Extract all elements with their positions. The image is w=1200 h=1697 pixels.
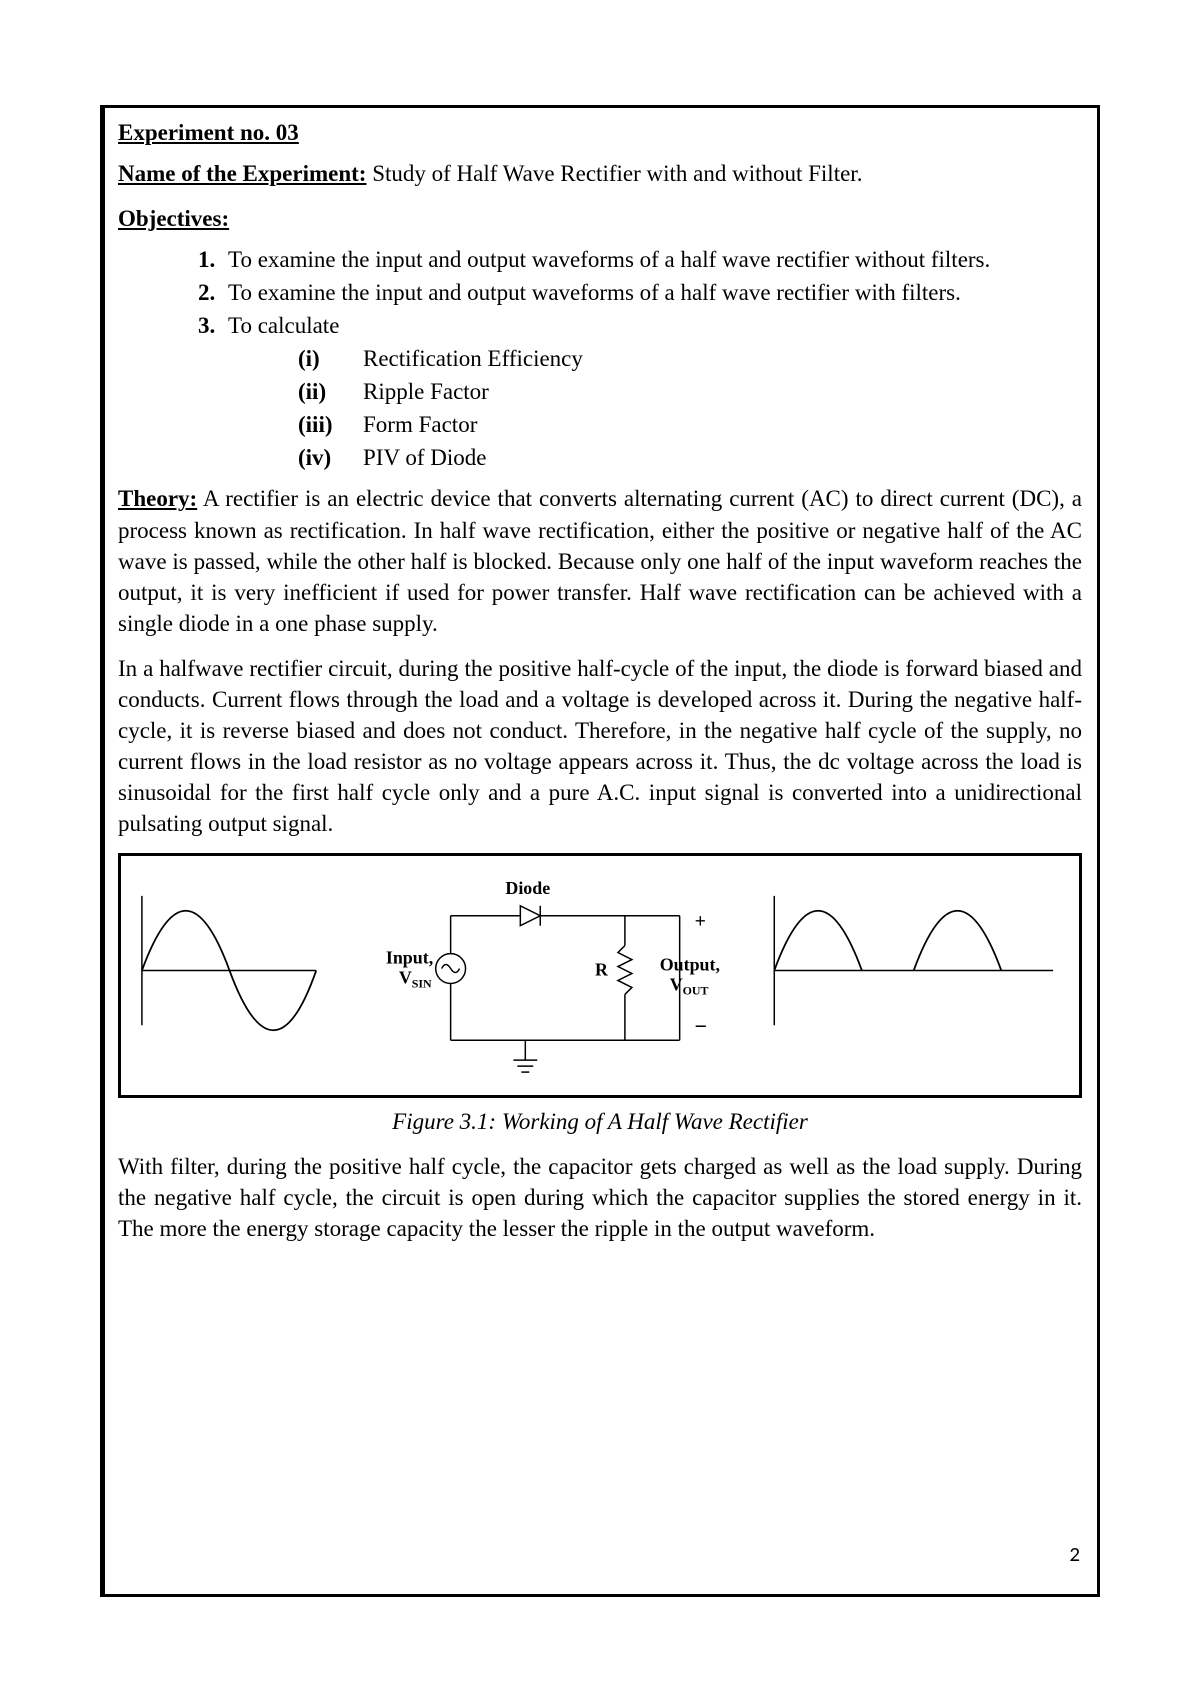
page: Experiment no. 03 Name of the Experiment… (0, 0, 1200, 1697)
experiment-name-label: Name of the Experiment: (118, 161, 366, 186)
sub-text: Ripple Factor (363, 379, 489, 404)
objective-item: 1.To examine the input and output wavefo… (198, 244, 1082, 275)
theory-para-2: In a halfwave rectifier circuit, during … (118, 653, 1082, 839)
sub-objective-item: (i)Rectification Efficiency (298, 343, 1082, 374)
objective-item: 2.To examine the input and output wavefo… (198, 277, 1082, 308)
input-sub: SIN (412, 976, 432, 990)
output-waveform (774, 896, 1053, 1025)
resistor-label: R (595, 959, 609, 979)
circuit-svg: Diode R + Output, VOUT − (121, 856, 1079, 1095)
objective-number: 3. (198, 310, 228, 341)
output-v: V (670, 974, 683, 994)
minus-label: − (695, 1013, 707, 1038)
sub-text: PIV of Diode (363, 445, 487, 470)
output-sub: OUT (683, 983, 709, 997)
filter-para: With filter, during the positive half cy… (118, 1151, 1082, 1244)
objective-item: 3.To calculate (i)Rectification Efficien… (198, 310, 1082, 473)
figure-caption: Figure 3.1: Working of A Half Wave Recti… (118, 1106, 1082, 1137)
sub-roman: (iii) (298, 409, 363, 440)
objective-number: 1. (198, 244, 228, 275)
theory-label: Theory: (118, 486, 197, 511)
theory-para-1: Theory: A rectifier is an electric devic… (118, 483, 1082, 638)
svg-text:VSIN: VSIN (399, 967, 432, 990)
experiment-name-value: Study of Half Wave Rectifier with and wi… (366, 161, 862, 186)
sub-text: Rectification Efficiency (363, 346, 583, 371)
input-label-1: Input, (386, 948, 433, 968)
circuit-diagram: Diode R + Output, VOUT − (386, 878, 720, 1072)
sub-roman: (i) (298, 343, 363, 374)
circuit-figure: Diode R + Output, VOUT − (118, 853, 1082, 1098)
diode-label: Diode (505, 878, 550, 898)
sub-text: Form Factor (363, 412, 477, 437)
objective-number: 2. (198, 277, 228, 308)
input-waveform (142, 896, 316, 1030)
sub-objective-item: (iv)PIV of Diode (298, 442, 1082, 473)
svg-text:VOUT: VOUT (670, 974, 709, 997)
experiment-name-line: Name of the Experiment: Study of Half Wa… (118, 158, 1082, 189)
input-v: V (399, 967, 412, 987)
sub-objectives-list: (i)Rectification Efficiency (ii)Ripple F… (298, 343, 1082, 473)
page-border-bottom (100, 1594, 1100, 1597)
plus-label: + (695, 911, 706, 933)
objectives-heading: Objectives: (118, 203, 1082, 234)
experiment-number-text: Experiment no. 03 (118, 120, 299, 145)
objectives-list: 1.To examine the input and output wavefo… (198, 244, 1082, 473)
content-area: Experiment no. 03 Name of the Experiment… (100, 105, 1100, 1270)
objectives-label: Objectives: (118, 206, 229, 231)
sub-roman: (iv) (298, 442, 363, 473)
output-label-1: Output, (660, 955, 720, 975)
sub-objective-item: (ii)Ripple Factor (298, 376, 1082, 407)
page-number: 2 (1069, 1541, 1080, 1567)
objective-text: To examine the input and output waveform… (228, 247, 990, 272)
sub-roman: (ii) (298, 376, 363, 407)
theory-text-1: A rectifier is an electric device that c… (118, 486, 1082, 635)
sub-objective-item: (iii)Form Factor (298, 409, 1082, 440)
objective-text: To calculate (228, 313, 339, 338)
experiment-number: Experiment no. 03 (118, 117, 1082, 148)
objective-text: To examine the input and output waveform… (228, 280, 961, 305)
